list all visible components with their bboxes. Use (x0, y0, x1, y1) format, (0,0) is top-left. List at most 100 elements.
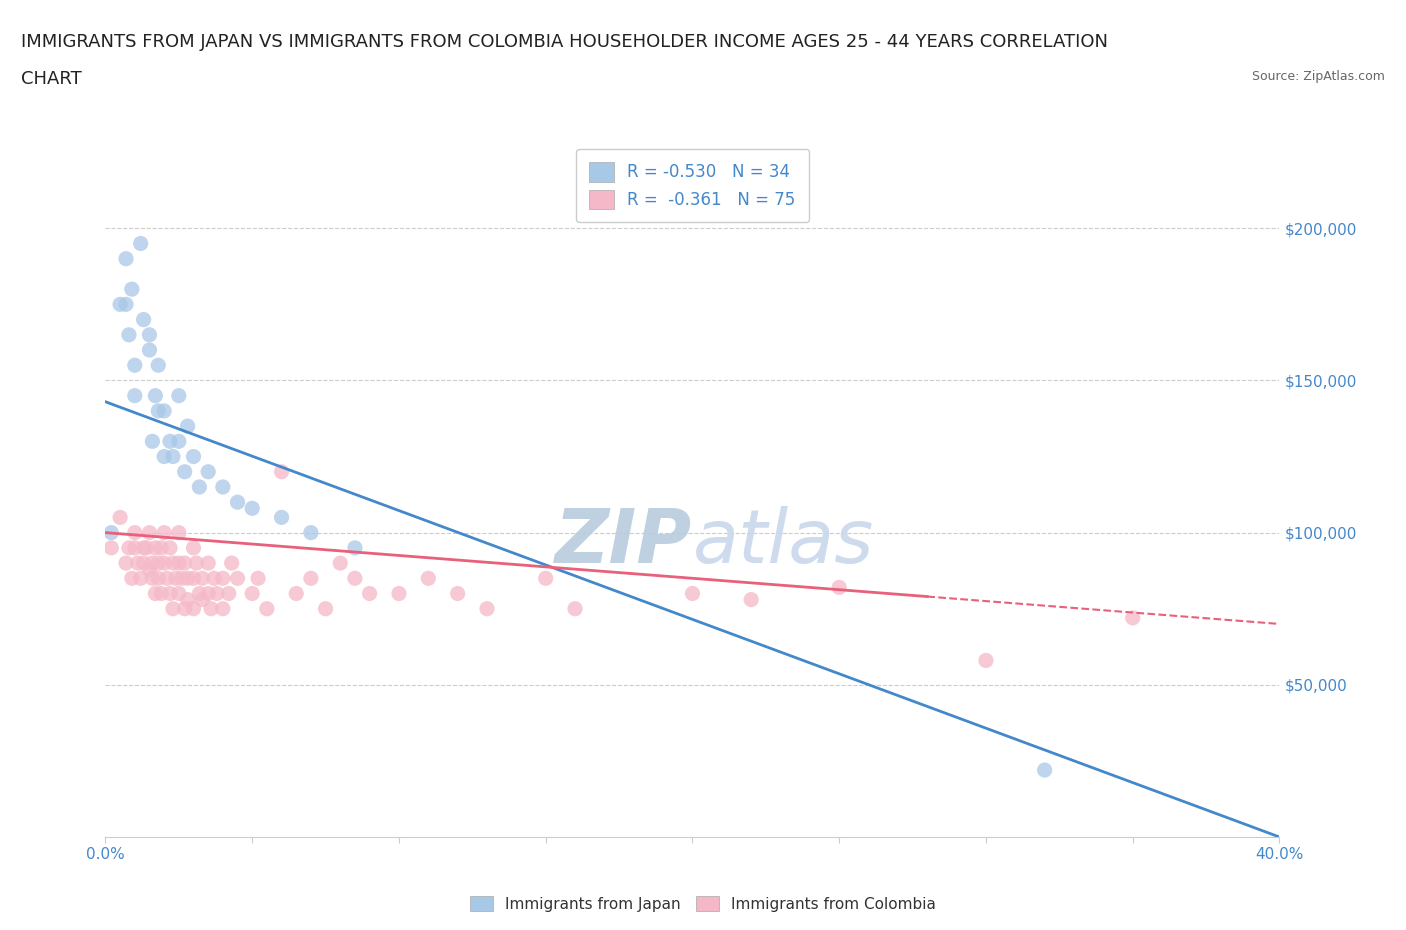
Point (197, 586, 219, 601)
Point (121, 282, 143, 297)
Point (129, 236, 152, 251)
Point (132, 312, 155, 327)
Text: ZIP: ZIP (555, 506, 692, 578)
Point (828, 580, 851, 595)
Point (124, 358, 146, 373)
Point (740, 592, 762, 607)
Point (141, 555, 163, 570)
Point (240, 501, 263, 516)
Point (205, 586, 228, 601)
Point (359, 586, 381, 601)
Point (418, 571, 440, 586)
Point (129, 571, 152, 586)
Point (118, 540, 141, 555)
Point (388, 586, 411, 601)
Point (343, 571, 366, 586)
Point (191, 592, 214, 607)
Text: atlas: atlas (692, 506, 875, 578)
Point (1033, 763, 1056, 777)
Point (446, 586, 468, 601)
Point (343, 540, 366, 555)
Point (197, 555, 219, 570)
Legend: R = -0.530   N = 34, R =  -0.361   N = 75: R = -0.530 N = 34, R = -0.361 N = 75 (576, 149, 808, 222)
Point (162, 602, 184, 617)
Legend: Immigrants from Japan, Immigrants from Colombia: Immigrants from Japan, Immigrants from C… (464, 889, 942, 918)
Point (173, 555, 195, 570)
Point (150, 586, 173, 601)
Point (148, 404, 170, 418)
Point (167, 525, 190, 540)
Point (211, 480, 233, 495)
Point (191, 571, 214, 586)
Point (153, 404, 176, 418)
Point (124, 540, 146, 555)
Point (138, 525, 160, 540)
Point (183, 571, 205, 586)
Point (170, 571, 193, 586)
Point (159, 586, 181, 601)
Point (138, 562, 160, 577)
Point (221, 555, 243, 570)
Point (183, 540, 205, 555)
Point (167, 434, 190, 449)
Point (108, 297, 131, 312)
Point (132, 540, 155, 555)
Point (100, 540, 122, 555)
Point (974, 653, 997, 668)
Point (150, 540, 173, 555)
Point (299, 525, 322, 540)
Point (138, 342, 160, 357)
Point (564, 602, 586, 617)
Point (183, 449, 205, 464)
Point (188, 480, 211, 495)
Point (143, 586, 166, 601)
Point (211, 571, 233, 586)
Text: Source: ZipAtlas.com: Source: ZipAtlas.com (1251, 70, 1385, 83)
Point (162, 449, 184, 464)
Point (100, 525, 122, 540)
Point (247, 571, 270, 586)
Point (186, 555, 208, 570)
Point (167, 388, 190, 403)
Point (270, 510, 292, 525)
Point (148, 571, 170, 586)
Point (115, 251, 138, 266)
Point (153, 525, 176, 540)
Point (108, 510, 131, 525)
Point (682, 586, 704, 601)
Point (118, 327, 141, 342)
Point (1122, 610, 1144, 625)
Point (138, 327, 160, 342)
Point (159, 434, 181, 449)
Point (226, 495, 249, 510)
Point (176, 418, 198, 433)
Text: CHART: CHART (21, 70, 82, 87)
Text: IMMIGRANTS FROM JAPAN VS IMMIGRANTS FROM COLOMBIA HOUSEHOLDER INCOME AGES 25 - 4: IMMIGRANTS FROM JAPAN VS IMMIGRANTS FROM… (21, 33, 1108, 50)
Point (127, 555, 149, 570)
Point (226, 571, 249, 586)
Point (148, 358, 170, 373)
Point (153, 555, 176, 570)
Point (124, 388, 146, 403)
Point (256, 602, 278, 617)
Point (176, 592, 198, 607)
Point (148, 555, 170, 570)
Point (534, 571, 557, 586)
Point (285, 586, 308, 601)
Point (115, 297, 138, 312)
Point (162, 555, 184, 570)
Point (218, 586, 240, 601)
Point (202, 571, 225, 586)
Point (167, 586, 190, 601)
Point (156, 571, 179, 586)
Point (475, 602, 498, 617)
Point (167, 555, 190, 570)
Point (240, 586, 263, 601)
Point (329, 555, 352, 570)
Point (143, 388, 166, 403)
Point (121, 571, 143, 586)
Point (165, 571, 187, 586)
Point (159, 540, 181, 555)
Point (197, 464, 219, 479)
Point (135, 540, 157, 555)
